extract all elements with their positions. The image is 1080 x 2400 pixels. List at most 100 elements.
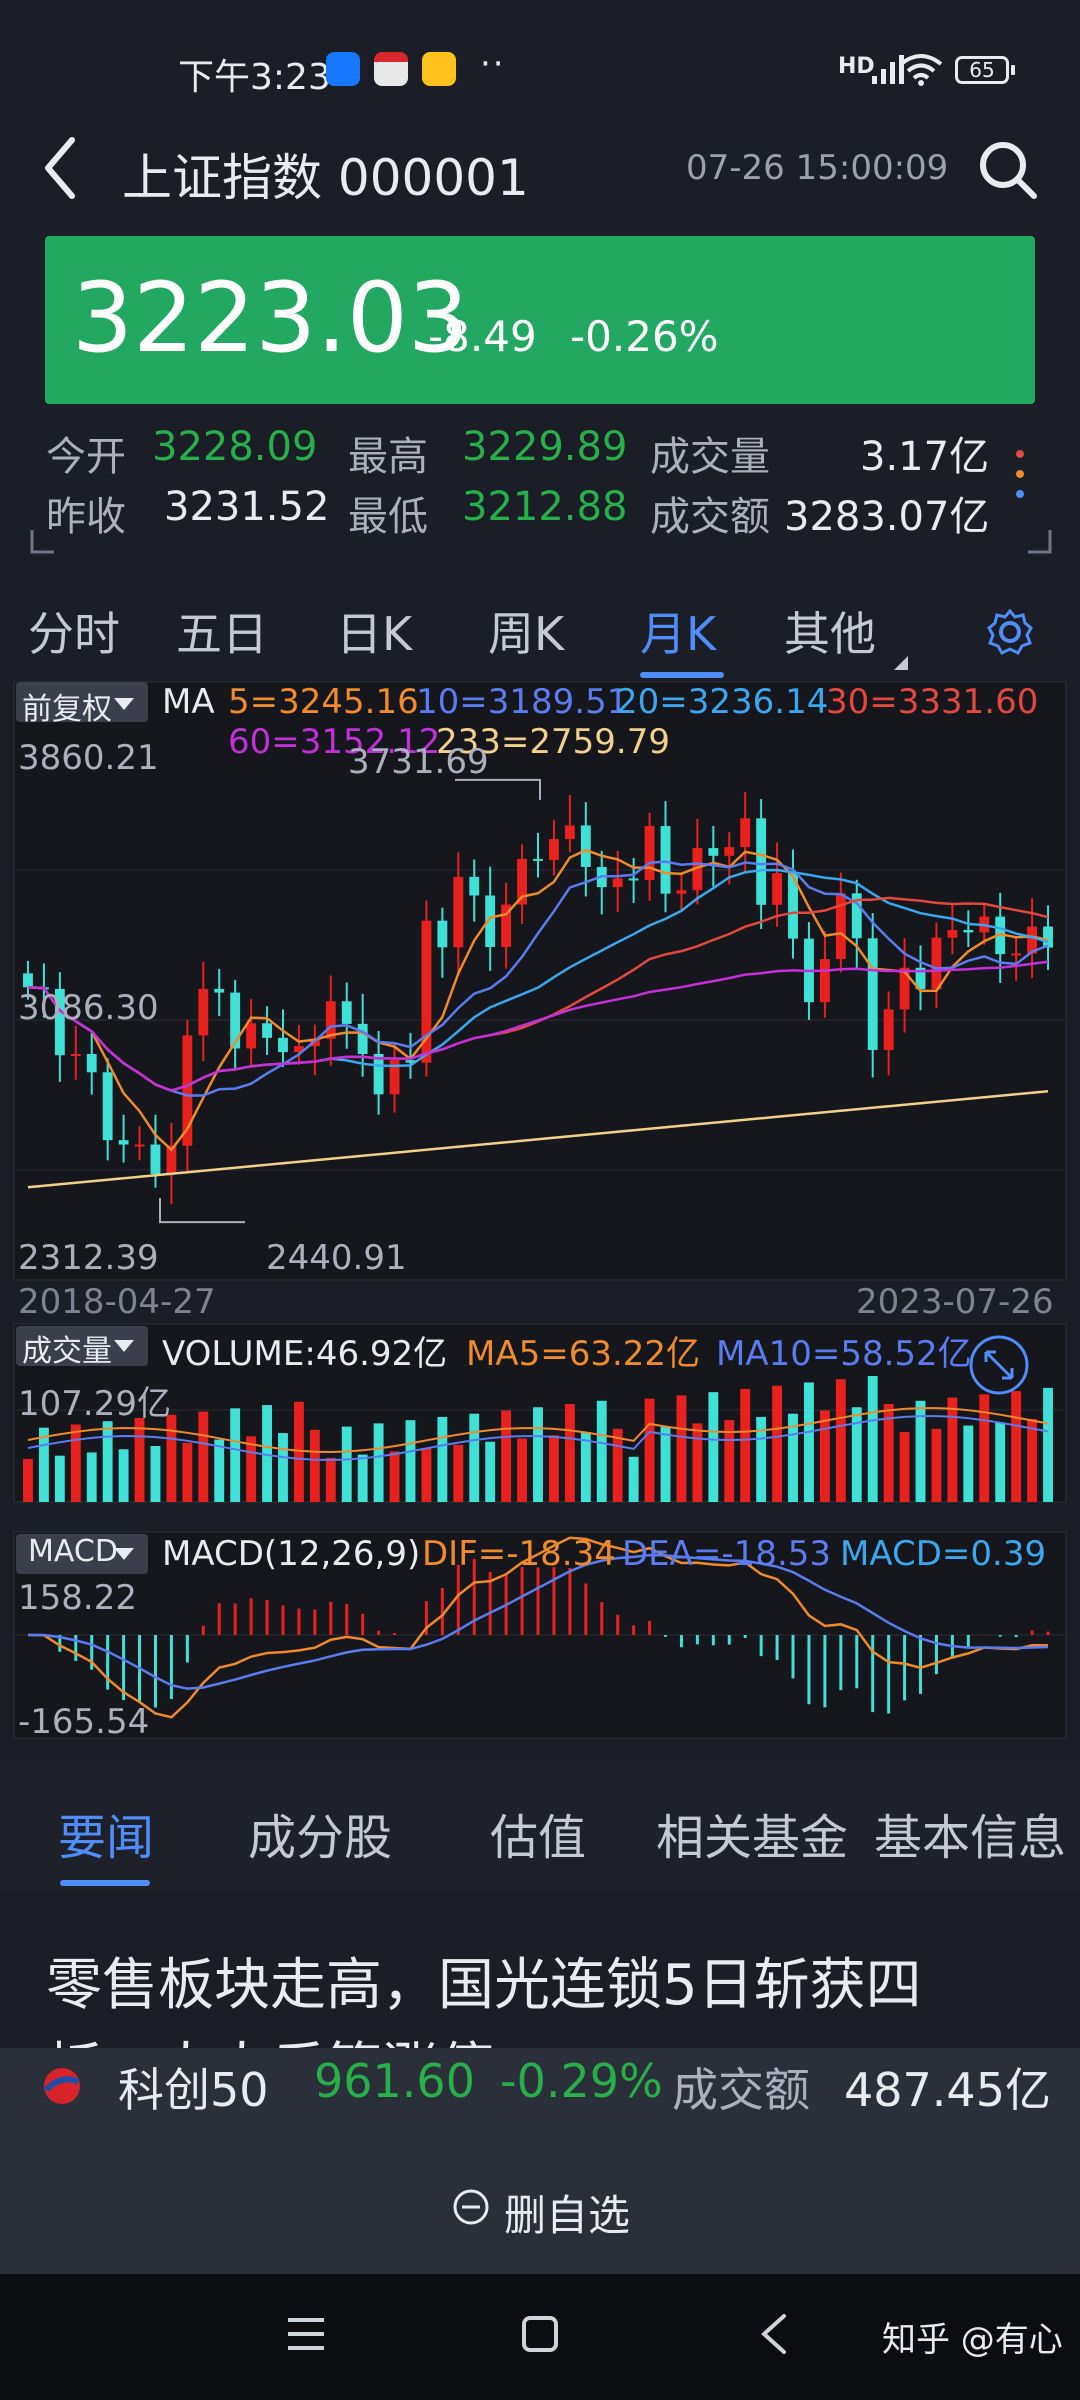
tab-five-day[interactable]: 五日 bbox=[176, 607, 268, 661]
prev-close-value: 3231.52 bbox=[164, 484, 330, 530]
candle-body bbox=[1027, 926, 1038, 954]
candle-body bbox=[915, 967, 926, 990]
chart-canvas bbox=[13, 681, 1067, 1739]
volume-value: 3.17亿 bbox=[860, 434, 990, 480]
tab-intraday[interactable]: 分时 bbox=[28, 607, 120, 661]
kline-chart-area[interactable] bbox=[0, 680, 1080, 1742]
volume-bar bbox=[851, 1407, 862, 1502]
home-icon[interactable] bbox=[520, 2314, 560, 2354]
index-ticker-bar[interactable] bbox=[0, 2048, 1080, 2158]
menu-icon[interactable] bbox=[286, 2316, 326, 2352]
volume-bar bbox=[915, 1400, 926, 1502]
macd-dea: DEA=-18.53 bbox=[622, 1534, 832, 1574]
candle-body bbox=[692, 848, 703, 891]
volume-bar bbox=[134, 1418, 145, 1502]
candle-body bbox=[1011, 953, 1022, 956]
ma-label: MA bbox=[162, 682, 215, 722]
expand-corner-marks[interactable] bbox=[30, 528, 1052, 558]
open-value: 3228.09 bbox=[152, 424, 318, 470]
wifi-icon bbox=[899, 54, 943, 86]
current-price: 3223.03 bbox=[72, 262, 469, 374]
delete-favorite-button[interactable]: 删自选 bbox=[504, 2191, 631, 2240]
volume-bar bbox=[835, 1379, 846, 1502]
tab-constituents[interactable]: 成分股 bbox=[248, 1810, 393, 1866]
tab-related-funds[interactable]: 相关基金 bbox=[656, 1810, 849, 1866]
watermark: 知乎 @有心 bbox=[882, 2320, 1063, 2360]
volume-bar bbox=[1011, 1391, 1022, 1502]
fullscreen-icon[interactable] bbox=[968, 1334, 1030, 1396]
price-banner bbox=[45, 236, 1035, 404]
candle-body bbox=[612, 878, 623, 888]
high-value: 3229.89 bbox=[462, 424, 628, 470]
tab-daily-k[interactable]: 日K bbox=[336, 607, 413, 661]
more-notifications-icon: ·· bbox=[480, 44, 506, 84]
ticker-pct: -0.29% bbox=[500, 2054, 663, 2108]
candle-body bbox=[899, 967, 910, 1010]
y-axis-bottom: 2312.39 bbox=[18, 1238, 159, 1278]
volume-bar bbox=[118, 1449, 129, 1502]
minus-circle-icon[interactable] bbox=[452, 2188, 490, 2226]
volume-bar bbox=[740, 1388, 751, 1502]
ticker-amount: 487.45亿 bbox=[844, 2063, 1051, 2117]
volume-bar bbox=[437, 1416, 448, 1502]
volume-bar bbox=[421, 1448, 432, 1502]
candle-body bbox=[325, 1001, 336, 1039]
volume-bar bbox=[246, 1436, 257, 1502]
system-nav-bar bbox=[0, 2274, 1080, 2400]
price-change: -8.49 bbox=[428, 312, 537, 361]
candle-body bbox=[867, 938, 878, 1050]
tab-other[interactable]: 其他 bbox=[784, 607, 876, 661]
dropdown-corner-icon bbox=[894, 656, 908, 670]
search-icon[interactable] bbox=[976, 138, 1040, 202]
volume-bar bbox=[931, 1428, 942, 1502]
low-annotation: 2440.91 bbox=[266, 1238, 407, 1278]
volume-bar bbox=[501, 1410, 512, 1502]
candle-body bbox=[102, 1072, 113, 1141]
volume-bar bbox=[278, 1433, 288, 1502]
candle-body bbox=[437, 920, 448, 948]
tab-valuation[interactable]: 估值 bbox=[490, 1810, 587, 1866]
volume-bar bbox=[724, 1420, 735, 1502]
candle-body bbox=[628, 878, 639, 881]
news-headline-cutoff[interactable]: 板，人人乐等涨停 bbox=[46, 2024, 494, 2048]
volume-bar bbox=[469, 1413, 480, 1502]
volume-bar bbox=[70, 1424, 81, 1502]
more-dots-icon[interactable] bbox=[1008, 444, 1032, 508]
candle-body bbox=[278, 1037, 288, 1053]
low-value: 3212.88 bbox=[462, 484, 628, 530]
date-end: 2023-07-26 bbox=[856, 1282, 1054, 1322]
volume-bar bbox=[660, 1426, 671, 1502]
open-label: 今开 bbox=[46, 434, 126, 480]
back-arrow-icon[interactable] bbox=[38, 132, 82, 204]
candle-body bbox=[819, 959, 830, 1003]
volume-bar bbox=[341, 1426, 352, 1502]
volume-bar bbox=[262, 1405, 272, 1502]
candle-body bbox=[564, 825, 575, 840]
tab-weekly-k[interactable]: 周K bbox=[488, 607, 565, 661]
volume-bar bbox=[756, 1416, 767, 1502]
volume-bar bbox=[38, 1427, 49, 1502]
candle-body bbox=[134, 1144, 145, 1147]
volume-bar bbox=[628, 1456, 639, 1502]
news-headline[interactable]: 零售板块走高，国光连锁5日斩获四 bbox=[46, 1953, 922, 2018]
back-nav-icon[interactable] bbox=[758, 2312, 790, 2356]
tab-news[interactable]: 要闻 bbox=[58, 1810, 155, 1866]
y-axis-top: 3860.21 bbox=[18, 738, 159, 778]
macd-indicator-label: MACD bbox=[28, 1534, 118, 1569]
tab-monthly-k[interactable]: 月K bbox=[640, 607, 717, 661]
candle-body bbox=[118, 1140, 129, 1145]
volume-bar bbox=[54, 1455, 65, 1502]
ma10-value: 10=3189.51 bbox=[416, 682, 629, 722]
tab-basic-info[interactable]: 基本信息 bbox=[874, 1810, 1067, 1866]
volume-bar bbox=[867, 1376, 878, 1502]
ma233-value: 233=2759.79 bbox=[436, 722, 670, 762]
candle-body bbox=[883, 1009, 894, 1050]
candle-body bbox=[54, 988, 65, 1056]
candle-body bbox=[230, 992, 241, 1049]
kline-tab-bar bbox=[0, 578, 1080, 678]
settings-gear-icon[interactable] bbox=[986, 608, 1034, 656]
page-title: 上证指数 000001 bbox=[122, 149, 529, 207]
candle-body bbox=[708, 848, 719, 856]
ma60-line bbox=[27, 960, 1049, 1093]
volume-bar bbox=[389, 1451, 400, 1502]
